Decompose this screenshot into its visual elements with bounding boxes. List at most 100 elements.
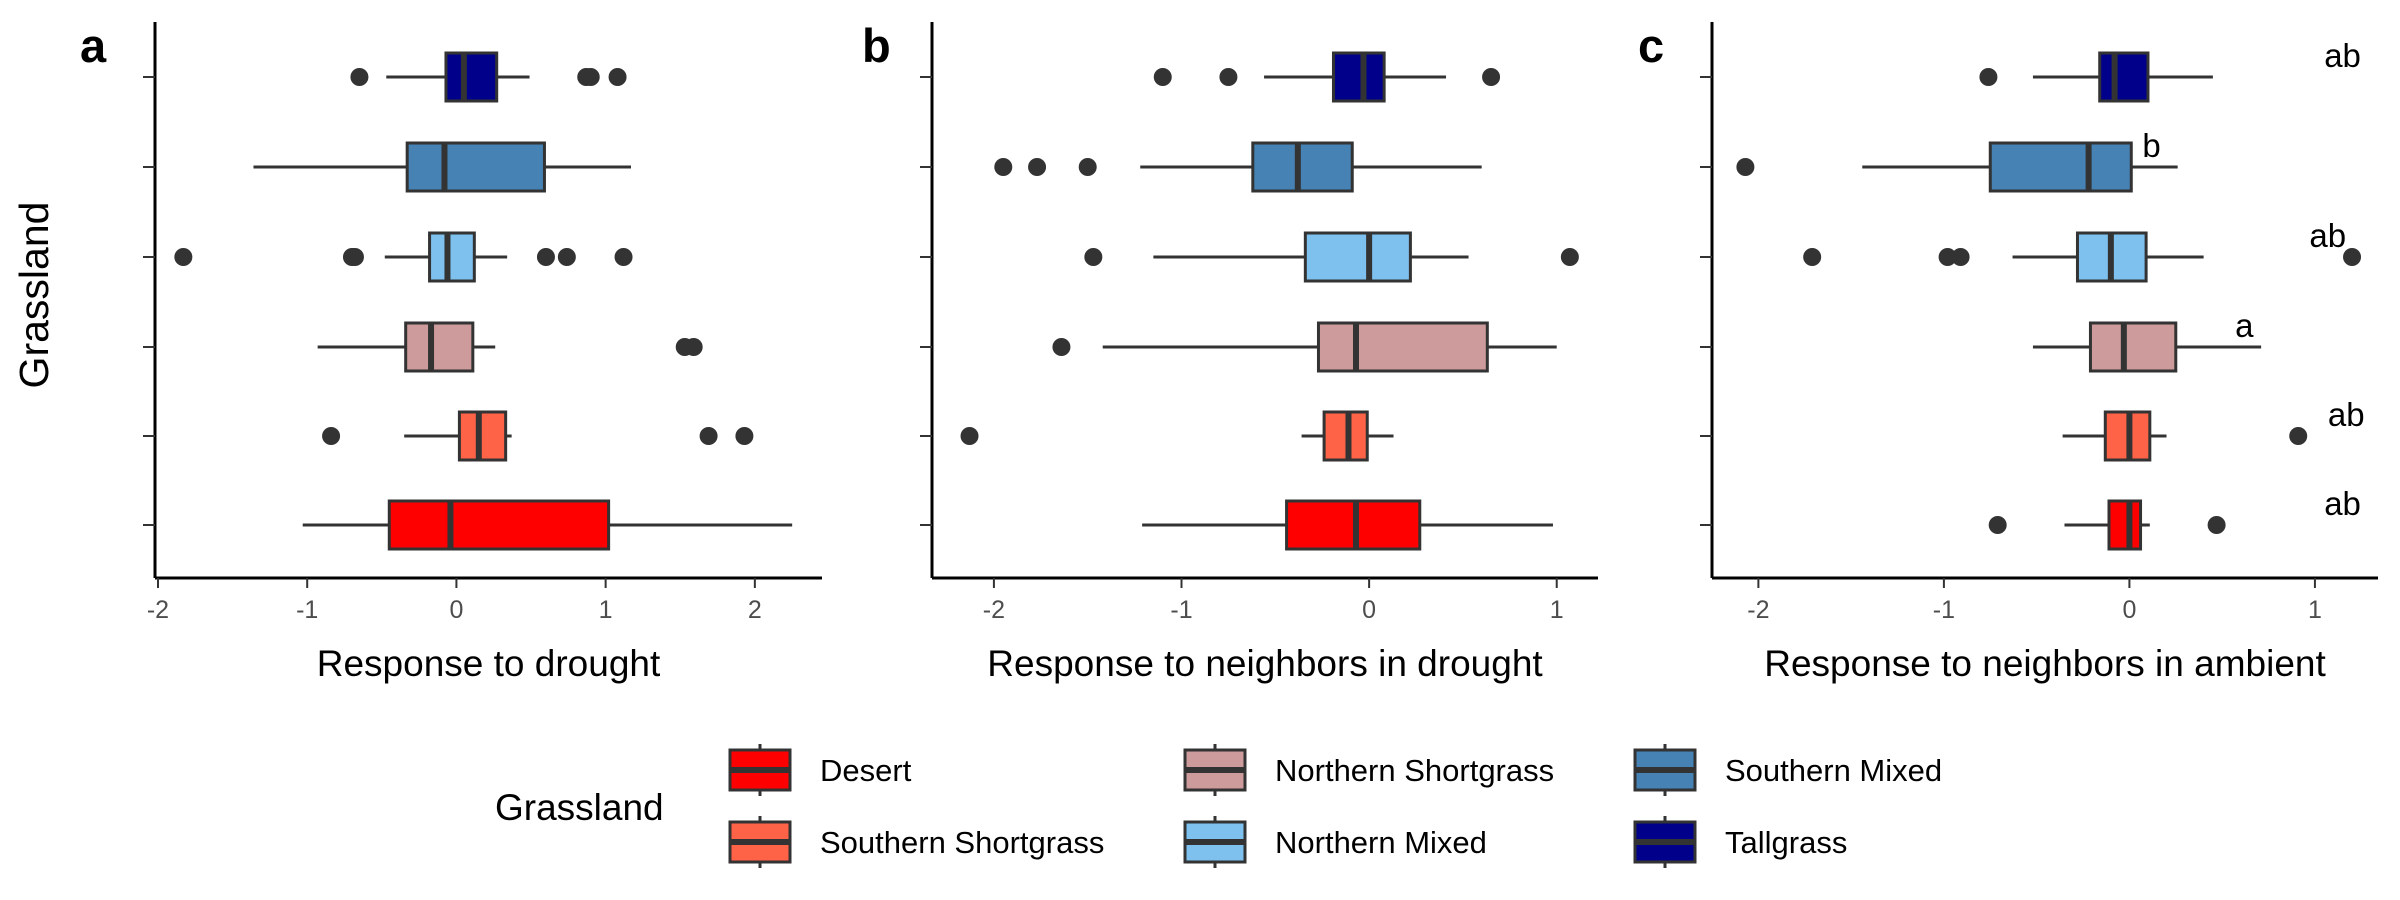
- panel-c-annotation-southern-shortgrass: ab: [2328, 396, 2365, 433]
- panel-c-annotation-northern-shortgrass: a: [2235, 307, 2254, 344]
- panel-a-box-northern-mixed-iqr: [428, 231, 476, 283]
- panel-a-x-axis-label: Response to drought: [317, 643, 661, 684]
- panel-c-x-tick-label: 0: [2122, 596, 2136, 624]
- legend-entry-southern-mixed-label: Southern Mixed: [1725, 753, 1942, 788]
- panel-c-box-desert-outlier: [1988, 516, 2007, 534]
- panel-b-box-northern-mixed: [1084, 231, 1579, 283]
- panel-b-box-northern-shortgrass-iqr: [1316, 321, 1489, 373]
- panel-a-box-northern-mixed-outlier: [174, 248, 193, 266]
- panel-c-box-desert-iqr: [2107, 499, 2143, 551]
- panel-a-x-tick-label: 2: [748, 596, 762, 624]
- panel-a-x-tick-label: 1: [599, 596, 613, 624]
- panel-c-x-tick-label: -1: [1933, 596, 1955, 624]
- legend-entry-southern-shortgrass-label: Southern Shortgrass: [820, 825, 1104, 860]
- panel-a-box-southern-shortgrass-outlier: [322, 427, 341, 445]
- panel-a-box-tallgrass-outlier: [581, 68, 600, 86]
- panel-a-box-northern-mixed: [174, 231, 633, 283]
- panel-c-annotation-desert: ab: [2324, 485, 2361, 522]
- legend-entry-tallgrass: Tallgrass: [1633, 816, 1847, 868]
- panel-c-box-tallgrass: [1979, 51, 2213, 103]
- panel-b-x-tick-label: -2: [983, 596, 1005, 624]
- legend-entry-southern-mixed: Southern Mixed: [1633, 744, 1942, 796]
- panel-c-box-tallgrass-outlier: [1979, 68, 1998, 86]
- panel-b-box-southern-mixed-iqr: [1251, 141, 1354, 193]
- panel-a-box-southern-mixed-iqr: [405, 141, 546, 193]
- panel-b-box-northern-mixed-outlier: [1560, 248, 1579, 266]
- panel-a-box-tallgrass-outlier: [608, 68, 627, 86]
- panel-b-box-southern-mixed-outlier: [1028, 158, 1047, 176]
- panel-b-x-tick-label: 0: [1362, 596, 1376, 624]
- panel-c-x-tick-label: 1: [2308, 596, 2322, 624]
- panel-c-box-southern-shortgrass-outlier: [2289, 427, 2308, 445]
- legend-title: Grassland: [495, 787, 664, 828]
- legend-entry-northern-mixed: Northern Mixed: [1183, 816, 1487, 868]
- panel-b-box-southern-mixed: [994, 141, 1482, 193]
- panel-a-box-northern-mixed-outlier: [345, 248, 364, 266]
- legend-entry-tallgrass-label: Tallgrass: [1725, 825, 1847, 860]
- panel-c-annotation-northern-mixed: ab: [2309, 217, 2346, 254]
- panel-a-box-northern-mixed-outlier: [557, 248, 576, 266]
- legend: Grassland Desert Northern Shortgrass Southe…: [495, 744, 1942, 868]
- panel-b-x-tick-label: 1: [1550, 596, 1564, 624]
- panel-c-box-southern-shortgrass: [2062, 410, 2308, 462]
- panel-c-annotation-tallgrass: ab: [2324, 37, 2361, 74]
- panel-a-x-tick-label: 0: [449, 596, 463, 624]
- panel-c-annotation-southern-mixed: b: [2142, 127, 2160, 164]
- panel-c-box-northern-shortgrass: [2032, 321, 2262, 373]
- panel-b-box-southern-mixed-outlier: [994, 158, 1013, 176]
- panel-a-tag: a: [80, 19, 107, 72]
- panel-a-box-northern-mixed-outlier: [614, 248, 633, 266]
- panel-a-box-desert-iqr: [387, 499, 611, 551]
- y-axis-label: Grassland: [11, 202, 57, 389]
- panel-a-box-southern-shortgrass-outlier: [735, 427, 754, 445]
- panel-b-box-desert: [1142, 499, 1553, 551]
- panel-c-box-northern-mixed-outlier: [1938, 248, 1957, 266]
- panel-a-box-southern-shortgrass-iqr: [457, 410, 508, 462]
- legend-entry-southern-shortgrass: Southern Shortgrass: [728, 816, 1104, 868]
- panel-b-box-northern-shortgrass-outlier: [1052, 338, 1071, 356]
- panel-c-box-desert-outlier: [2207, 516, 2226, 534]
- panel-b-box-tallgrass-outlier: [1153, 68, 1172, 86]
- panel-c-box-northern-shortgrass-iqr: [2088, 321, 2178, 373]
- panel-b-box-southern-shortgrass: [960, 410, 1394, 462]
- panel-c-box-southern-mixed-iqr: [1988, 141, 2133, 193]
- panel-b-box-southern-shortgrass-outlier: [960, 427, 979, 445]
- panel-b-box-northern-mixed-outlier: [1084, 248, 1103, 266]
- panel-c-box-tallgrass-iqr: [2098, 51, 2150, 103]
- panel-a-box-southern-shortgrass-outlier: [699, 427, 718, 445]
- legend-entry-northern-shortgrass: Northern Shortgrass: [1183, 744, 1554, 796]
- panel-c-tag: c: [1638, 19, 1664, 72]
- panel-a-box-northern-shortgrass-iqr: [404, 321, 475, 373]
- panel-b-tag: b: [862, 19, 891, 72]
- panel-b-box-tallgrass-outlier: [1482, 68, 1501, 86]
- panel-b-box-tallgrass: [1153, 51, 1501, 103]
- panel-c-box-desert: [1988, 499, 2226, 551]
- panel-a-box-tallgrass-outlier: [350, 68, 369, 86]
- panel-b-x-tick-label: -1: [1170, 596, 1192, 624]
- panel-c-box-northern-mixed-outlier: [1803, 248, 1822, 266]
- panel-c-box-northern-mixed-outlier: [2343, 248, 2362, 266]
- panel-a-box-southern-shortgrass: [322, 410, 754, 462]
- panel-c-box-northern-mixed-outlier: [1951, 248, 1970, 266]
- legend-entry-northern-shortgrass-label: Northern Shortgrass: [1275, 753, 1554, 788]
- panel-c-box-northern-mixed: [1803, 231, 2362, 283]
- panel-c: -2 -1 0 1 Response to neighbors in ambient c a…: [1638, 19, 2378, 684]
- panel-a-box-desert: [302, 499, 793, 551]
- legend-entry-desert-label: Desert: [820, 753, 912, 788]
- panel-a-box-tallgrass-iqr: [444, 51, 499, 103]
- panel-a-box-northern-mixed-outlier: [536, 248, 555, 266]
- legend-entry-northern-mixed-label: Northern Mixed: [1275, 825, 1487, 860]
- panel-a-box-southern-mixed: [253, 141, 632, 193]
- panel-c-x-tick-label: -2: [1747, 596, 1769, 624]
- legend-entry-desert: Desert: [728, 744, 912, 796]
- panel-a: -2 -1 0 1 2 Response to drought a: [80, 19, 822, 684]
- panel-b-box-northern-shortgrass: [1052, 321, 1557, 373]
- panel-b-x-axis-label: Response to neighbors in drought: [987, 643, 1543, 684]
- panel-b-box-southern-mixed-outlier: [1078, 158, 1097, 176]
- panel-b-box-tallgrass-outlier: [1219, 68, 1238, 86]
- panel-b-box-tallgrass-iqr: [1331, 51, 1386, 103]
- panel-a-box-tallgrass: [350, 51, 627, 103]
